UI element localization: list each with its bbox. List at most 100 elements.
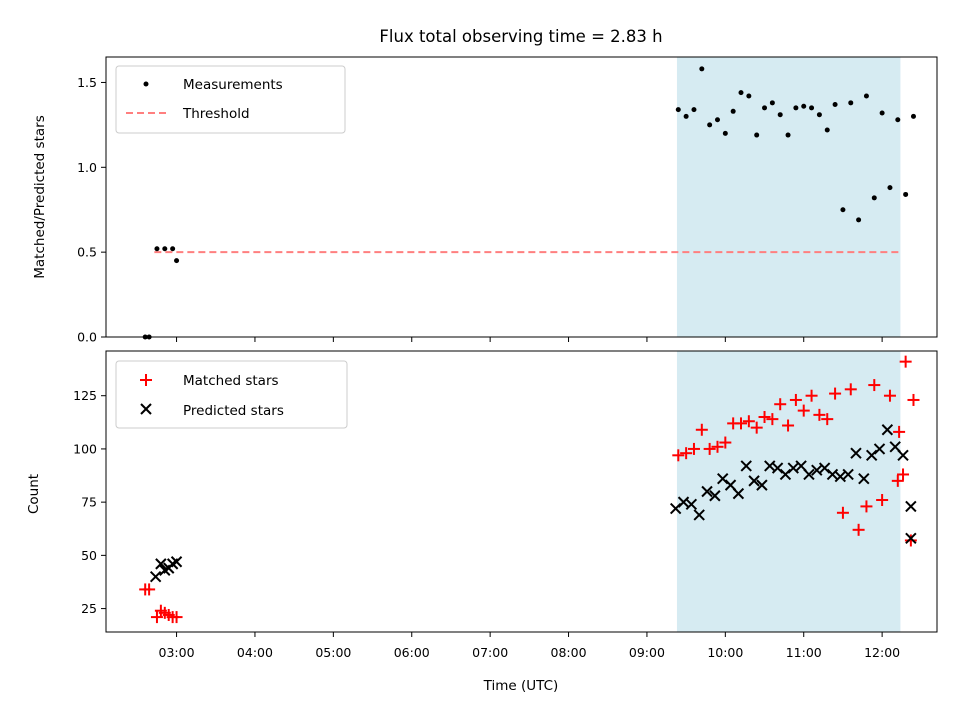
measurement-point: [887, 185, 893, 191]
x-tick-label: 08:00: [551, 645, 587, 660]
predicted-point: [155, 558, 167, 570]
bottom-y-tick-label: 25: [81, 601, 97, 616]
x-tick-label: 06:00: [394, 645, 430, 660]
matched-point: [789, 393, 802, 406]
predicted-point: [748, 475, 760, 487]
predicted-point: [669, 502, 682, 515]
bottom-y-tick-label: 50: [81, 548, 97, 563]
predicted-point: [779, 468, 792, 481]
legend-label-predicted: Predicted stars: [183, 403, 284, 419]
matched-point: [907, 393, 920, 406]
measurement-point: [675, 107, 681, 113]
top-plot-frame: [105, 56, 938, 338]
x-tick-label: 04:00: [237, 645, 273, 660]
x-tick-label: 05:00: [315, 645, 351, 660]
matched-point: [891, 474, 904, 487]
measurement-point: [863, 93, 869, 99]
top-panel: 0.0 0.5 1.0 1.5 Matched/Predicted stars Mea…: [32, 56, 938, 345]
bottom-y-axis: 25 50 75 100 125: [73, 388, 106, 616]
predicted-point: [858, 473, 870, 485]
predicted-point: [771, 462, 784, 474]
matched-point: [813, 408, 826, 421]
matched-point: [797, 404, 810, 417]
measurements-points: [142, 66, 916, 340]
top-y-tick-label: 1.0: [77, 160, 97, 175]
bottom-plot-frame: [105, 350, 938, 633]
predicted-point: [865, 449, 878, 462]
matched-point: [805, 389, 818, 402]
measurement-point: [769, 100, 775, 106]
predicted-point: [685, 498, 698, 510]
matched-point: [860, 500, 873, 513]
predicted-point: [709, 490, 721, 502]
measurement-point: [801, 103, 807, 109]
matched-point: [836, 506, 849, 519]
predicted-point: [818, 462, 831, 474]
matched-point: [150, 611, 163, 624]
predicted-point: [897, 449, 909, 462]
measurement-point: [154, 246, 160, 252]
matched-point: [821, 413, 834, 426]
predicted-point: [905, 532, 917, 545]
top-x-ticks: [176, 337, 883, 342]
matched-point: [782, 419, 795, 432]
bottom-y-axis-label: Count: [26, 474, 42, 514]
bottom-legend-box: [115, 360, 348, 429]
x-tick-label: 03:00: [159, 645, 195, 660]
measurement-point: [162, 246, 168, 252]
matched-point: [844, 383, 857, 396]
legend-label-matched: Matched stars: [183, 373, 279, 389]
predicted-point: [701, 485, 713, 498]
x-tick-label: 07:00: [472, 645, 508, 660]
predicted-point: [170, 556, 183, 568]
bottom-legend: Matched stars Predicted stars: [115, 360, 348, 429]
matched-point: [680, 447, 693, 460]
measurement-point: [879, 110, 885, 116]
x-tick-label: 12:00: [864, 645, 900, 660]
measurement-point: [683, 113, 689, 119]
measurement-point: [809, 105, 815, 111]
matched-point: [904, 534, 917, 547]
measurement-point: [699, 66, 705, 72]
bottom-y-tick-label: 100: [73, 441, 97, 456]
measurement-point: [746, 93, 752, 99]
predicted-point: [905, 500, 917, 513]
measurement-point: [174, 258, 180, 264]
legend-label-measurements: Measurements: [183, 77, 283, 93]
count-points: [139, 355, 920, 624]
matched-point: [742, 415, 755, 428]
predicted-point: [756, 479, 768, 491]
matched-point: [883, 389, 896, 402]
legend-marker-measurements: [143, 81, 149, 87]
top-y-tick-label: 0.0: [77, 330, 97, 345]
legend-marker-predicted: [140, 403, 152, 415]
top-y-axis: 0.0 0.5 1.0 1.5: [77, 75, 106, 345]
matched-point: [672, 449, 685, 462]
predicted-point: [842, 468, 854, 481]
predicted-point: [693, 509, 705, 521]
x-axis-label: Time (UTC): [483, 678, 559, 694]
top-y-tick-label: 0.5: [77, 245, 97, 260]
predicted-point: [850, 447, 862, 459]
matched-point: [750, 421, 763, 434]
measurement-point: [707, 122, 713, 128]
measurement-point: [777, 112, 783, 118]
matched-point: [899, 355, 912, 368]
x-tick-label: 10:00: [707, 645, 743, 660]
matched-point: [829, 387, 842, 400]
measurement-point: [816, 112, 822, 118]
predicted-point: [732, 487, 745, 500]
measurement-point: [856, 217, 862, 223]
measurement-point: [824, 127, 830, 133]
top-y-tick-label: 1.5: [77, 75, 97, 90]
matched-point: [774, 398, 787, 411]
matched-point: [893, 425, 906, 438]
measurement-point: [714, 117, 720, 123]
legend-marker-matched: [140, 374, 152, 386]
measurement-point: [170, 246, 176, 252]
measurement-point: [848, 100, 854, 106]
predicted-point: [803, 468, 815, 481]
matched-point: [735, 417, 748, 430]
top-highlight-region: [676, 57, 901, 337]
